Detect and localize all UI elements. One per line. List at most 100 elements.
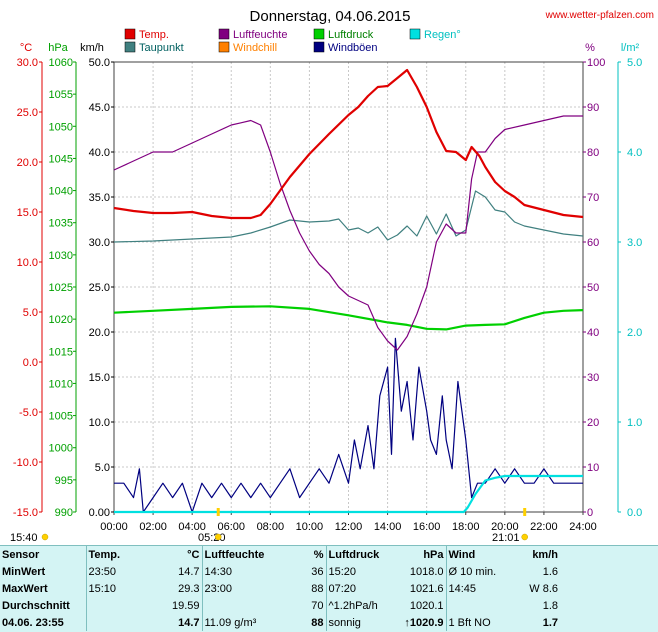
wind-header: Wind: [445, 546, 504, 563]
legend-swatch: [313, 28, 325, 40]
pressure-axis-unit: hPa: [48, 42, 68, 54]
pressure-tick-label: 1060: [49, 57, 73, 69]
temp-axis-unit: °C: [20, 42, 32, 54]
legend-label: Windböen: [328, 42, 378, 54]
wind-tick-label: 15.0: [89, 372, 110, 384]
wind-time: Ø 10 min.: [445, 563, 504, 580]
pressure-value: 1021.6: [409, 582, 444, 595]
series-line-windben: [114, 337, 583, 513]
row-label: MaxWert: [2, 582, 48, 595]
wind-time: [445, 597, 504, 614]
temp-value: 19.59: [171, 599, 200, 612]
pressure-tick-label: 1035: [49, 218, 73, 230]
temp-header: Temp.: [85, 546, 136, 563]
legend-swatch: [409, 28, 421, 40]
temp-value: 14.7: [178, 616, 200, 629]
temp-value: 29.3: [178, 582, 200, 595]
series-line-luftdruck: [113, 305, 584, 331]
temp-tick-label: 20.0: [17, 157, 38, 169]
x-tick-label: 02:00: [139, 521, 167, 533]
temp-unit-header: °C: [187, 548, 200, 561]
humidity-time: 14:30: [201, 563, 272, 580]
x-tick-label: 08:00: [257, 521, 285, 533]
legend-swatch: [124, 41, 136, 53]
summary-row-max: MaxWert 15:10 29.3 23:00 88 07:20 1021.6…: [0, 580, 560, 597]
absolute-humidity: 11.09 g/m³: [201, 614, 272, 631]
rain-tick-label: 2.0: [627, 327, 642, 339]
row-label: Durchschnitt: [2, 599, 70, 612]
rain-tick-label: 5.0: [627, 57, 642, 69]
humidity-tick-label: 70: [587, 192, 599, 204]
pressure-tick-label: 1020: [49, 314, 73, 326]
pressure-value: 1018.0: [409, 565, 444, 578]
summary-row-average: Durchschnitt 19.59 70 ^1.2hPa/h 1020.1 1…: [0, 597, 560, 614]
wind-value: W 8.6: [529, 582, 558, 595]
temp-tick-label: 0.0: [23, 357, 38, 369]
x-tick-label: 24:00: [569, 521, 597, 533]
sun-info: 15:40 05:20 21:01: [10, 508, 528, 544]
humidity-time: 23:00: [201, 580, 272, 597]
wind-tick-label: 30.0: [89, 237, 110, 249]
sensor-header: Sensor: [2, 548, 40, 561]
x-tick-label: 18:00: [452, 521, 480, 533]
pressure-tick-label: 1050: [49, 121, 73, 133]
sunset-time: 21:01: [492, 532, 520, 544]
humidity-tick-label: 100: [587, 57, 605, 69]
x-tick-label: 04:00: [178, 521, 206, 533]
pressure-tick-label: 1030: [49, 250, 73, 262]
wind-beaufort: 1 Bft NO: [445, 614, 504, 631]
pressure-header: Luftdruck: [325, 546, 384, 563]
summary-table: Sensor Temp. °C Luftfeuchte % Luftdruck …: [0, 546, 560, 631]
wind-tick-label: 45.0: [89, 102, 110, 114]
source-link[interactable]: www.wetter-pfalzen.com: [545, 10, 654, 21]
pressure-tick-label: 1045: [49, 153, 73, 165]
wind-tick-label: 20.0: [89, 327, 110, 339]
humidity-tick-label: 30: [587, 372, 599, 384]
wind-value: 1.8: [542, 599, 558, 612]
summary-row-current: 04.06. 23:55 14.7 11.09 g/m³ 88 sonnig ↑…: [0, 614, 560, 631]
rain-axis-unit: l/m²: [621, 42, 640, 54]
humidity-tick-label: 10: [587, 462, 599, 474]
pressure-tick-label: 1055: [49, 89, 73, 101]
sunset-icon: [521, 533, 528, 541]
humidity-unit-header: %: [313, 548, 324, 561]
wind-time: 14:45: [445, 580, 504, 597]
row-label: 04.06. 23:55: [2, 616, 64, 629]
legend-label: Windchill: [233, 42, 277, 54]
pressure-time: 15:20: [325, 563, 384, 580]
series-line-temp: [113, 68, 584, 220]
pressure-tick-label: 1040: [49, 186, 73, 198]
sunrise-icon: [214, 533, 222, 541]
pressure-time: 07:20: [325, 580, 384, 597]
wind-tick-label: 5.0: [95, 462, 110, 474]
x-tick-label: 16:00: [413, 521, 441, 533]
temp-tick-label: -15.0: [13, 507, 38, 519]
humidity-tick-label: 40: [587, 327, 599, 339]
wind-value: 1.6: [542, 565, 558, 578]
axes: 30.0 25.0 20.0 15.0 10.0 5.0 0.0 -5.0 -10.0 -15.0…: [13, 57, 642, 533]
pressure-value: 1020.1: [409, 599, 444, 612]
temp-tick-label: 30.0: [17, 57, 38, 69]
legend-label: Taupunkt: [139, 42, 184, 54]
legend-label: Luftdruck: [328, 29, 374, 41]
humidity-value: 88: [311, 616, 324, 629]
pressure-tick-label: 990: [55, 507, 73, 519]
summary-row-min: MinWert 23:50 14.7 14:30 36 15:20 1018.0…: [0, 563, 560, 580]
x-tick-label: 14:00: [374, 521, 402, 533]
x-tick-label: 20:00: [491, 521, 519, 533]
row-label: MinWert: [2, 565, 46, 578]
grid: [113, 61, 584, 513]
rain-tick-label: 1.0: [627, 417, 642, 429]
humidity-time: [201, 597, 272, 614]
temp-tick-label: -5.0: [19, 407, 38, 419]
wind-tick-label: 35.0: [89, 192, 110, 204]
pressure-trend: ^1.2hPa/h: [325, 597, 384, 614]
chart-title: Donnerstag, 04.06.2015: [250, 8, 411, 25]
legend-label: Luftfeuchte: [233, 29, 287, 41]
temp-tick-label: 25.0: [17, 107, 38, 119]
wind-tick-label: 25.0: [89, 282, 110, 294]
pressure-unit-header: hPa: [423, 548, 444, 561]
temp-value: 14.7: [178, 565, 200, 578]
wind-unit-header: km/h: [532, 548, 558, 561]
temp-time: [85, 614, 136, 631]
